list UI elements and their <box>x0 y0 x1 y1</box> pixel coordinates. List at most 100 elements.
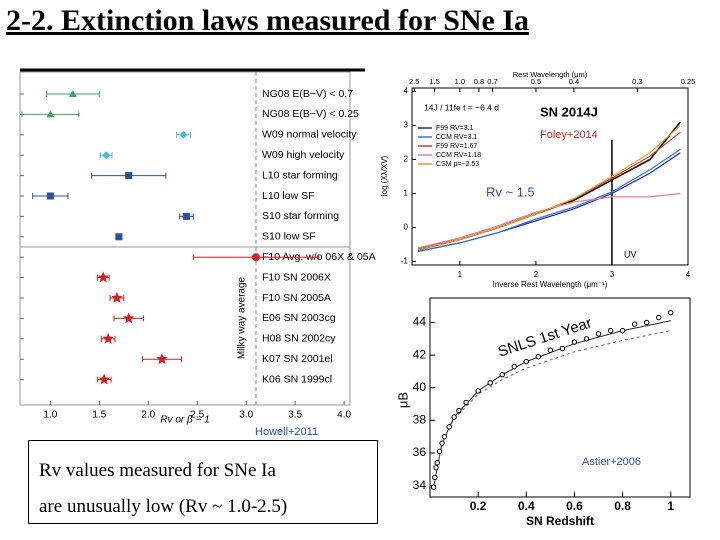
x-tick-label: 2 <box>534 270 539 279</box>
x-tick-label: 0.2 <box>470 499 487 513</box>
marker <box>46 192 54 200</box>
x-tick-label: 2.0 <box>141 410 155 421</box>
sn-point <box>439 440 445 446</box>
marker <box>102 151 111 160</box>
sn-point <box>499 371 505 378</box>
x-tick-label: 1 <box>667 499 674 513</box>
sn-point <box>463 399 469 406</box>
sn-point <box>668 309 674 316</box>
uv-label: UV <box>624 249 637 259</box>
x-axis-label: SN Redshift <box>526 514 594 528</box>
top-tick-label: 1.0 <box>455 77 465 86</box>
model-curve <box>433 330 671 488</box>
sn-point <box>571 339 578 345</box>
y-axis-label: log (Xλ/XV) <box>380 155 389 196</box>
top-tick-label: 0.3 <box>632 77 642 86</box>
row-label: L10 low SF <box>262 190 315 202</box>
row-label: W09 normal velocity <box>262 129 357 141</box>
sn-point <box>456 407 462 414</box>
x-tick-label: 1.0 <box>43 410 57 421</box>
legend-label: F99 RV=3.1 <box>436 125 474 132</box>
sn-point <box>430 484 437 490</box>
x-tick-label: 0.8 <box>614 499 631 513</box>
marker <box>179 130 188 139</box>
sn-point <box>595 331 602 337</box>
row-label: K06 SN 1999cl <box>262 373 332 385</box>
sn-point <box>583 336 590 342</box>
sn-point <box>432 474 438 481</box>
sn-point <box>559 345 566 352</box>
x-tick-label: 3.0 <box>239 410 253 421</box>
series-line <box>417 124 681 251</box>
y-tick-label: 36 <box>413 445 427 459</box>
x-axis-label: Rv or β − 1 <box>160 415 209 426</box>
sn-point <box>643 319 650 326</box>
sn-point <box>441 433 448 440</box>
sn-point <box>547 347 554 353</box>
sn-point <box>607 327 614 334</box>
marker <box>68 90 77 97</box>
x-tick-label: 1 <box>458 270 463 279</box>
marker <box>97 271 109 283</box>
source: Foley+2014 <box>540 129 598 141</box>
sn-point <box>434 460 440 466</box>
marker <box>251 253 260 262</box>
row-label: NG08 E(B−V) < 0.7 <box>262 88 353 100</box>
plot-frame <box>429 297 691 498</box>
row-label: E06 SN 2003cg <box>262 312 336 324</box>
marker <box>182 212 190 220</box>
top-tick-label: 0.25 <box>681 77 696 86</box>
x-tick-label: 3.5 <box>288 410 302 421</box>
panel-title: SN 2014J <box>540 104 598 119</box>
sn-point <box>487 380 493 386</box>
marker <box>46 110 55 118</box>
y-tick-label: 2 <box>404 155 409 164</box>
slide-title: 2-2. Extinction laws measured for SNe Ia <box>6 4 530 37</box>
x-tick-label: 2.5 <box>190 410 204 421</box>
note-box: Rv values measured for SNe Ia are unusua… <box>28 440 378 524</box>
row-label: F10 SN 2005A <box>262 292 331 304</box>
top-tick-label: 0.7 <box>487 77 497 86</box>
row-label: S10 star forming <box>262 210 339 222</box>
row-label: NG08 E(B−V) < 0.25 <box>262 108 359 120</box>
sn-point <box>475 388 481 394</box>
y-tick-label: 4 <box>404 87 409 96</box>
x-tick-label: 4.0 <box>337 410 351 421</box>
top-axis-label: Rest Wavelength (μm) <box>513 70 588 79</box>
sn-point <box>433 464 439 471</box>
top-tick-label: 2.5 <box>409 77 419 86</box>
series-line <box>417 192 681 249</box>
y-tick-label: 34 <box>413 478 427 492</box>
marker <box>111 292 123 303</box>
y-tick-label: 3 <box>404 121 409 130</box>
x-axis-label: Inverse Rest Wavelength (μm⁻¹) <box>493 280 608 289</box>
y-tick-label: 0 <box>404 223 409 232</box>
legend-label: CCM RV=3.1 <box>436 134 477 141</box>
y-tick-label: 40 <box>413 380 427 394</box>
sn-point <box>631 321 638 327</box>
x-tick-label: 0.4 <box>518 499 535 513</box>
source: Howell+2011 <box>255 426 318 438</box>
y-tick-label: 42 <box>413 347 427 361</box>
plot-frame <box>411 87 689 266</box>
x-tick-label: 4 <box>686 270 691 279</box>
note-line: Rv values measured for SNe Ia <box>39 460 276 481</box>
y-tick-label: 1 <box>404 189 409 198</box>
row-label: W09 high velocity <box>262 149 345 161</box>
sn-point <box>656 314 662 321</box>
x-tick-label: 1.5 <box>92 410 106 421</box>
sn-point <box>436 448 443 455</box>
legend-label: CCM RV=1.18 <box>436 152 481 159</box>
y-tick-label: 44 <box>413 315 427 329</box>
reference-label: Milky way average <box>237 276 248 359</box>
y-tick-label: 38 <box>413 413 427 427</box>
row-label: K07 SN 2001el <box>262 353 333 365</box>
marker <box>98 373 110 385</box>
marker <box>123 312 135 324</box>
top-tick-label: 0.5 <box>531 77 541 86</box>
sn-point <box>619 327 626 334</box>
sn-point <box>511 363 517 370</box>
top-tick-label: 1.5 <box>429 77 439 86</box>
marker <box>156 353 168 365</box>
